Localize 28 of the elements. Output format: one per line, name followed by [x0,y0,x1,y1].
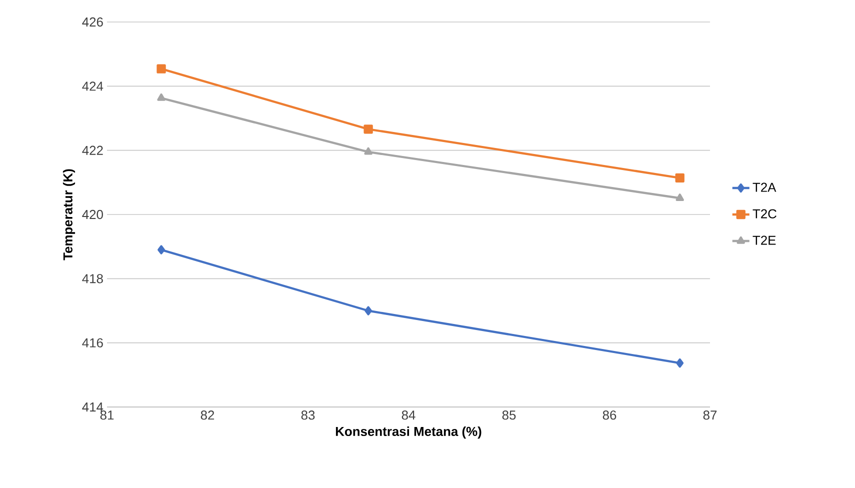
x-tick-label: 83 [301,410,315,420]
point [676,358,684,368]
x-tick-label: 82 [200,410,214,420]
y-tick-label: 416 [82,338,103,348]
point [158,245,165,254]
y-tick-label: 426 [82,17,103,27]
y-tick-label: 424 [82,82,104,91]
point [676,194,684,201]
point [364,306,372,316]
x-tick-label: 86 [602,410,616,420]
y-axis-title: Temperatur (K) [62,169,76,260]
legend-label: T2E [752,236,776,245]
x-tick-label: 87 [703,410,717,420]
y-tick-label: 420 [82,210,103,220]
point [156,64,166,74]
point [675,173,684,183]
legend-label: T2C [752,209,776,218]
y-tick-label: 414 [82,402,104,412]
y-tick-label: 418 [82,274,103,284]
x-tick-label: 85 [502,410,516,420]
legend-label: T2A [752,182,776,192]
x-tick-label: 81 [100,410,114,420]
y-tick-label: 422 [82,146,103,155]
point [157,93,166,101]
point [364,147,372,155]
x-axis-title: Konsentrasi Metana (%) [336,426,482,439]
x-tick-label: 84 [402,410,416,420]
point [364,124,373,134]
